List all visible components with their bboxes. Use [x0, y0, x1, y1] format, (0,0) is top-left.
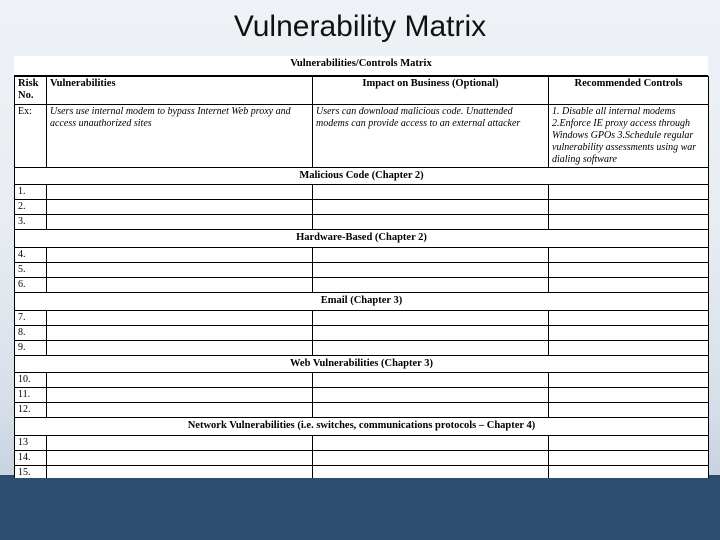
empty-cell [313, 262, 549, 277]
col-vulnerabilities: Vulnerabilities [47, 76, 313, 104]
empty-cell [313, 435, 549, 450]
empty-cell [549, 450, 709, 465]
empty-cell [549, 435, 709, 450]
table-row: 9. [15, 340, 709, 355]
empty-cell [549, 200, 709, 215]
slide-page: Vulnerability Matrix Vulnerabilities/Con… [0, 0, 720, 540]
risk-number-cell: 9. [15, 340, 47, 355]
empty-cell [47, 450, 313, 465]
table-row: 7. [15, 310, 709, 325]
empty-cell [47, 373, 313, 388]
risk-number-cell: 2. [15, 200, 47, 215]
empty-cell [47, 325, 313, 340]
empty-cell [47, 403, 313, 418]
empty-cell [313, 373, 549, 388]
example-label: Ex: [15, 104, 47, 167]
risk-number-cell: 13 [15, 435, 47, 450]
table-row: 6. [15, 277, 709, 292]
risk-number-cell: 4. [15, 247, 47, 262]
empty-cell [549, 388, 709, 403]
empty-cell [313, 325, 549, 340]
section-heading-row: Web Vulnerabilities (Chapter 3) [15, 355, 709, 373]
col-controls: Recommended Controls [549, 76, 709, 104]
table-row: 5. [15, 262, 709, 277]
table-row: 1. [15, 185, 709, 200]
section-heading: Hardware-Based (Chapter 2) [15, 230, 709, 248]
section-heading-row: Hardware-Based (Chapter 2) [15, 230, 709, 248]
col-risk-no: Risk No. [15, 76, 47, 104]
empty-cell [47, 388, 313, 403]
matrix-container: Vulnerabilities/Controls Matrix Risk No.… [14, 56, 708, 513]
col-impact: Impact on Business (Optional) [313, 76, 549, 104]
section-heading-row: Malicious Code (Chapter 2) [15, 167, 709, 185]
section-heading: Email (Chapter 3) [15, 292, 709, 310]
table-row: 11. [15, 388, 709, 403]
section-heading-row: Network Vulnerabilities (i.e. switches, … [15, 418, 709, 436]
empty-cell [549, 277, 709, 292]
risk-number-cell: 6. [15, 277, 47, 292]
matrix-caption: Vulnerabilities/Controls Matrix [14, 56, 708, 76]
risk-number-cell: 11. [15, 388, 47, 403]
empty-cell [313, 215, 549, 230]
risk-number-cell: 3. [15, 215, 47, 230]
empty-cell [47, 247, 313, 262]
table-row: 13 [15, 435, 709, 450]
empty-cell [313, 185, 549, 200]
empty-cell [313, 388, 549, 403]
empty-cell [313, 310, 549, 325]
page-title: Vulnerability Matrix [0, 0, 720, 50]
empty-cell [313, 277, 549, 292]
section-heading: Network Vulnerabilities (i.e. switches, … [15, 418, 709, 436]
table-row: 8. [15, 325, 709, 340]
footer-band [0, 478, 720, 540]
empty-cell [47, 185, 313, 200]
table-header-row: Risk No. Vulnerabilities Impact on Busin… [15, 76, 709, 104]
table-row: 2. [15, 200, 709, 215]
empty-cell [313, 340, 549, 355]
table-row: 10. [15, 373, 709, 388]
vulnerability-table: Risk No. Vulnerabilities Impact on Busin… [14, 76, 709, 514]
empty-cell [47, 200, 313, 215]
table-row: 12. [15, 403, 709, 418]
table-row: 4. [15, 247, 709, 262]
empty-cell [549, 373, 709, 388]
section-heading: Web Vulnerabilities (Chapter 3) [15, 355, 709, 373]
risk-number-cell: 7. [15, 310, 47, 325]
example-impact: Users can download malicious code. Unatt… [313, 104, 549, 167]
example-controls: 1. Disable all internal modems 2.Enforce… [549, 104, 709, 167]
empty-cell [313, 403, 549, 418]
risk-number-cell: 10. [15, 373, 47, 388]
risk-number-cell: 14. [15, 450, 47, 465]
risk-number-cell: 8. [15, 325, 47, 340]
risk-number-cell: 12. [15, 403, 47, 418]
empty-cell [549, 403, 709, 418]
section-heading-row: Email (Chapter 3) [15, 292, 709, 310]
empty-cell [47, 340, 313, 355]
table-row: 3. [15, 215, 709, 230]
empty-cell [549, 215, 709, 230]
empty-cell [549, 310, 709, 325]
example-vuln: Users use internal modem to bypass Inter… [47, 104, 313, 167]
empty-cell [549, 340, 709, 355]
empty-cell [47, 215, 313, 230]
section-heading: Malicious Code (Chapter 2) [15, 167, 709, 185]
risk-number-cell: 1. [15, 185, 47, 200]
example-row: Ex: Users use internal modem to bypass I… [15, 104, 709, 167]
empty-cell [549, 185, 709, 200]
table-row: 14. [15, 450, 709, 465]
empty-cell [313, 200, 549, 215]
empty-cell [47, 435, 313, 450]
empty-cell [313, 450, 549, 465]
empty-cell [313, 247, 549, 262]
empty-cell [549, 247, 709, 262]
empty-cell [47, 262, 313, 277]
empty-cell [549, 325, 709, 340]
empty-cell [47, 277, 313, 292]
empty-cell [549, 262, 709, 277]
empty-cell [47, 310, 313, 325]
risk-number-cell: 5. [15, 262, 47, 277]
